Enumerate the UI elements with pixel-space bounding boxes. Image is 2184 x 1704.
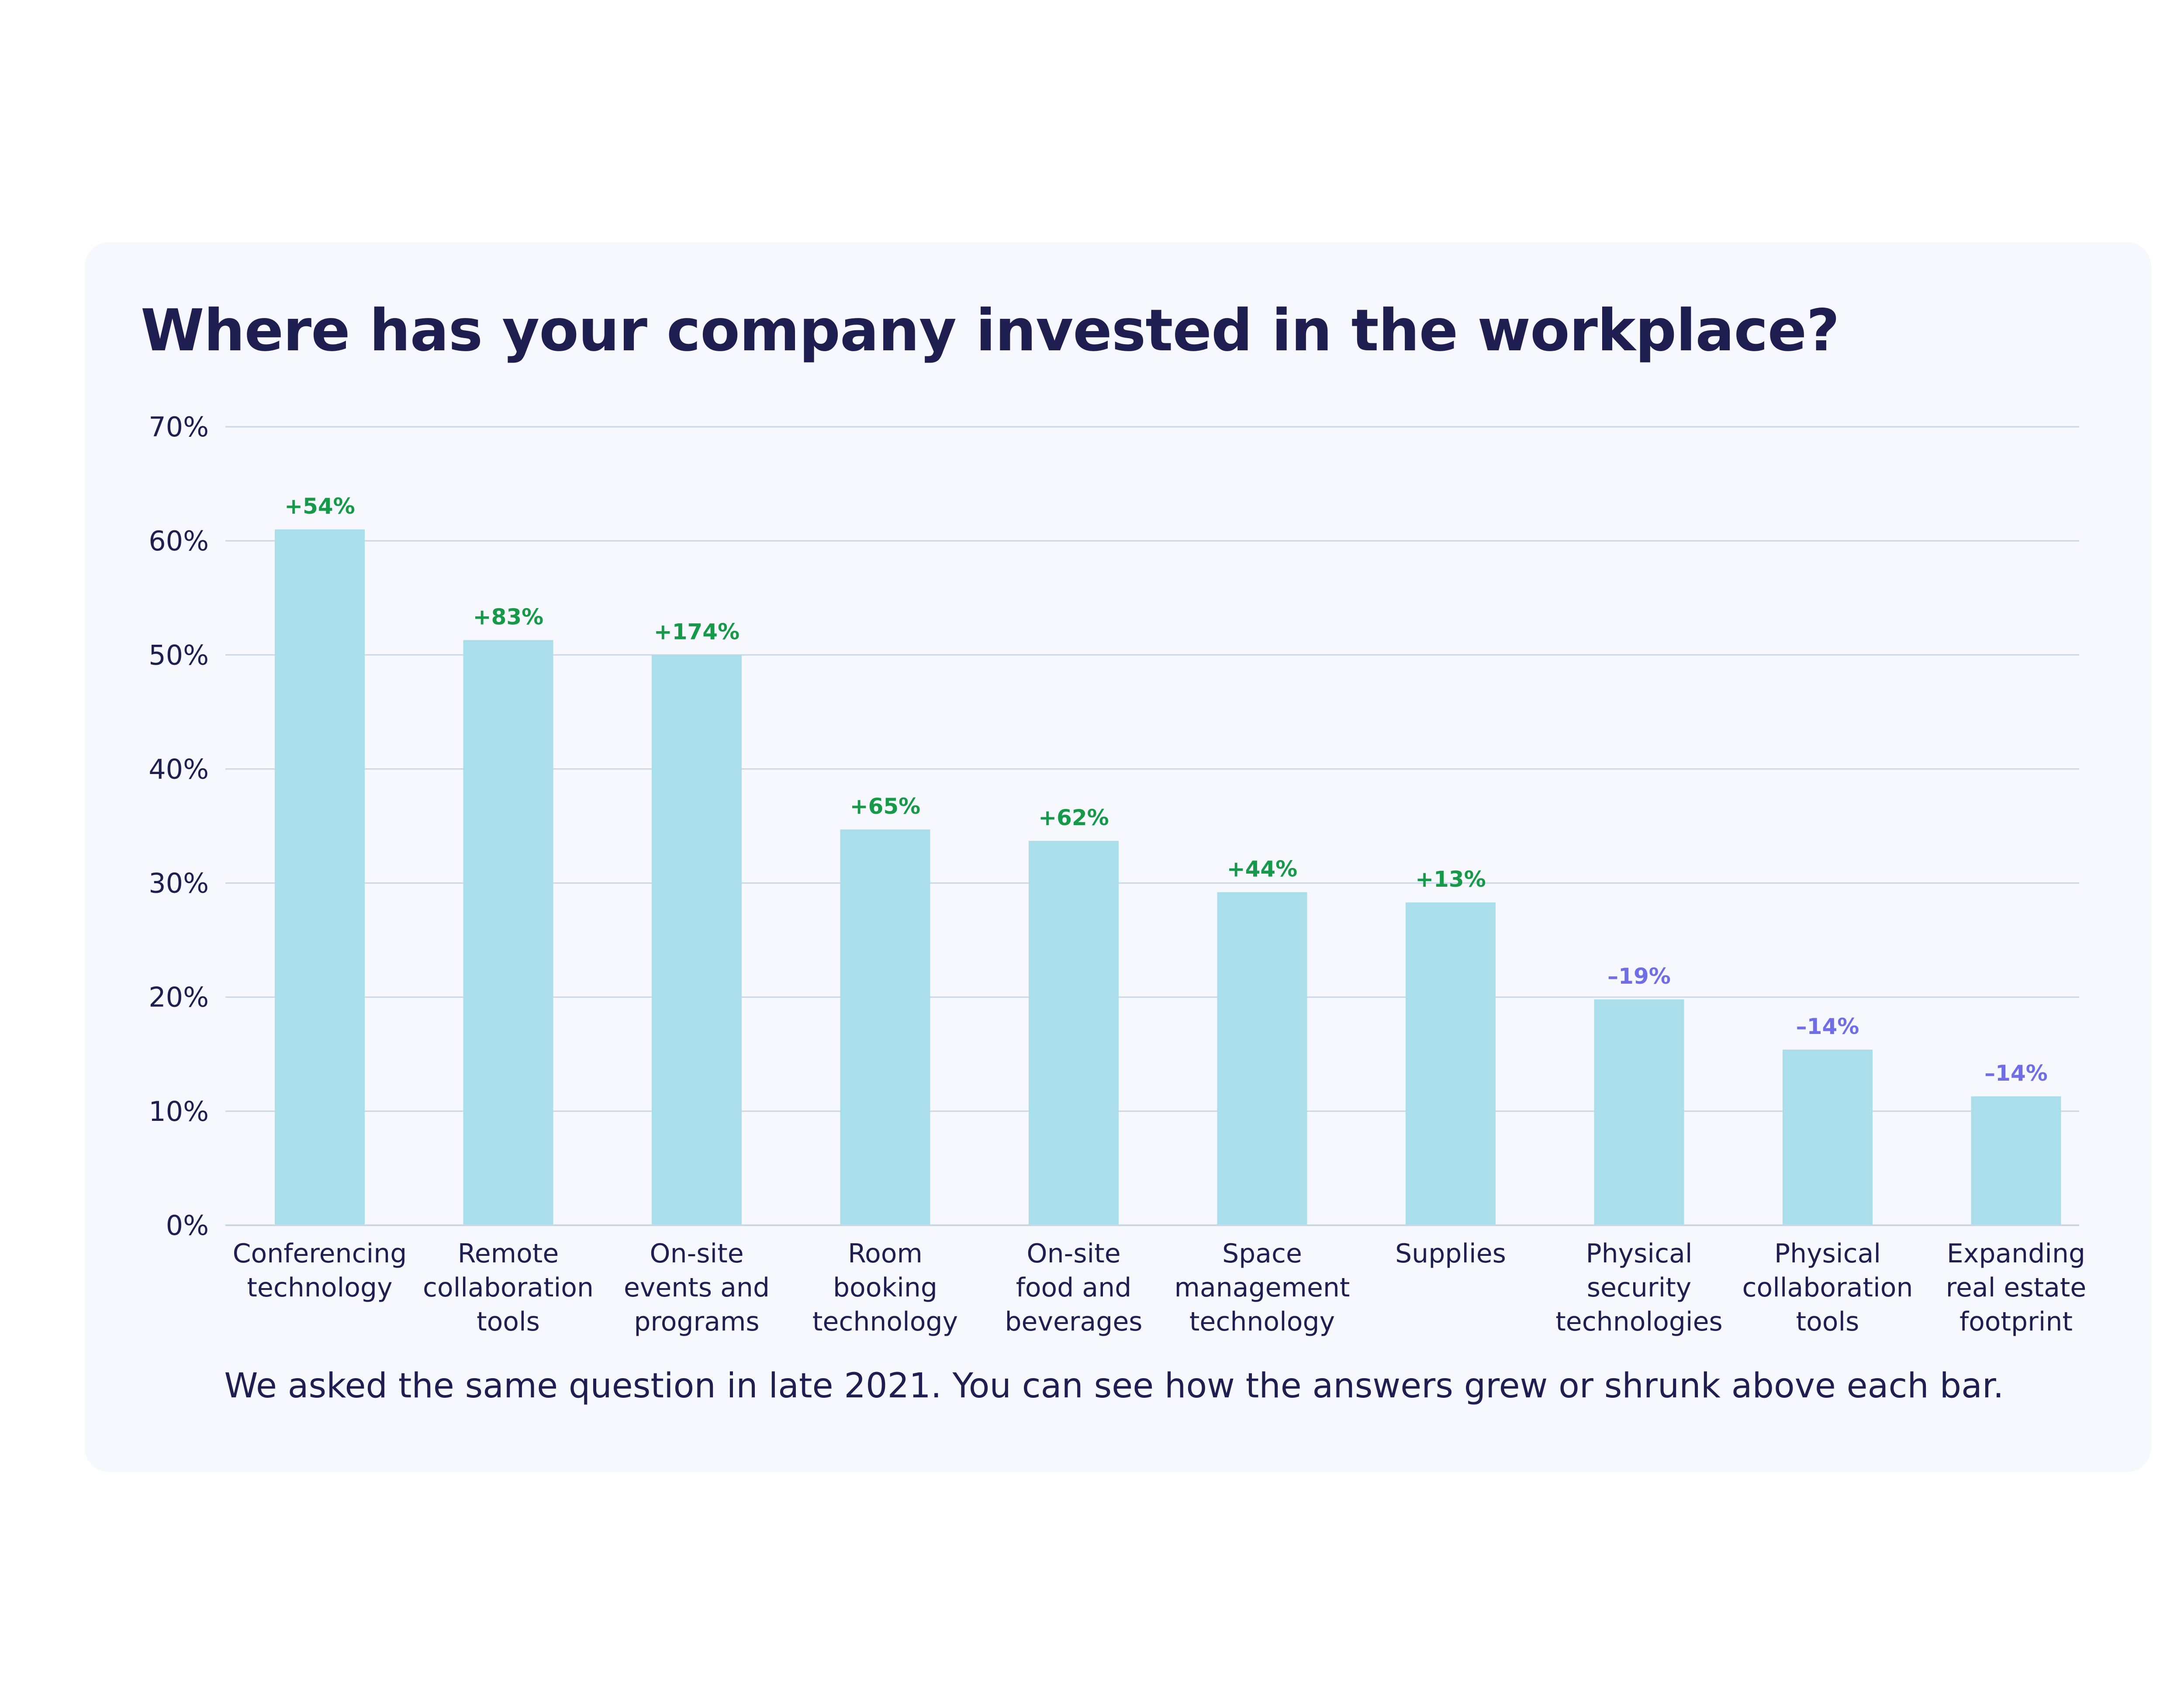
y-tick-label: 20%	[149, 982, 209, 1013]
x-category-label-line: tools	[477, 1307, 540, 1337]
bar-9	[1783, 1049, 1873, 1225]
y-tick-label: 30%	[149, 868, 209, 899]
change-label-1: +54%	[284, 494, 355, 519]
x-category-label-line: Physical	[1586, 1238, 1692, 1269]
y-tick-label: 70%	[149, 411, 209, 443]
x-category-label-line: Conferencing	[233, 1238, 407, 1269]
x-category-label-line: technologies	[1555, 1307, 1723, 1337]
x-category-label-line: technology	[812, 1307, 958, 1337]
x-category-label-line: food and	[1016, 1272, 1132, 1303]
change-label-4: +65%	[850, 794, 921, 819]
y-tick-label: 40%	[149, 753, 209, 785]
y-axis: 0% 10% 20% 30% 40% 50% 60% 70%	[149, 411, 209, 1241]
x-category-label-line: collaboration	[1742, 1272, 1913, 1303]
change-label-3: +174%	[654, 619, 740, 644]
x-category-label-1: Conferencing technology	[233, 1238, 407, 1303]
bar-1	[275, 529, 365, 1225]
y-tick-label: 0%	[166, 1210, 209, 1241]
x-category-label-line: Room	[848, 1238, 923, 1269]
x-category-label-2: Remote collaboration tools	[423, 1238, 594, 1337]
x-category-label-line: Expanding	[1947, 1238, 2085, 1269]
x-category-label-line: Remote	[458, 1238, 559, 1269]
x-category-label-3: On-site events and programs	[624, 1238, 770, 1337]
chart-title: Where has your company invested in the w…	[141, 297, 1840, 364]
x-category-label-line: real estate	[1946, 1272, 2087, 1303]
x-category-label-line: technology	[247, 1272, 392, 1303]
x-category-label-line: beverages	[1005, 1307, 1142, 1337]
x-category-label-line: tools	[1796, 1307, 1859, 1337]
change-label-2: +83%	[473, 604, 544, 629]
bar-6	[1217, 892, 1307, 1225]
x-category-label-5: On-site food and beverages	[1005, 1238, 1142, 1337]
bar-7	[1406, 902, 1496, 1225]
x-category-label-line: Supplies	[1395, 1238, 1506, 1269]
change-label-8: –19%	[1607, 964, 1671, 989]
x-category-label-line: management	[1175, 1272, 1350, 1303]
x-category-label-6: Space management technology	[1175, 1238, 1350, 1337]
x-category-label-line: footprint	[1959, 1307, 2073, 1337]
bar-8	[1594, 999, 1684, 1225]
x-category-label-line: security	[1587, 1272, 1692, 1303]
change-label-10: –14%	[1984, 1061, 2048, 1086]
x-category-label-8: Physical security technologies	[1555, 1238, 1723, 1337]
bar-3	[652, 655, 742, 1225]
x-category-label-line: Space	[1222, 1238, 1302, 1269]
x-category-label-line: technology	[1189, 1307, 1335, 1337]
bar-4	[840, 829, 930, 1225]
change-label-9: –14%	[1796, 1014, 1859, 1039]
change-label-6: +44%	[1227, 856, 1298, 881]
x-category-label-line: On-site	[650, 1238, 743, 1269]
y-tick-label: 10%	[149, 1096, 209, 1127]
x-category-label-line: booking	[833, 1272, 937, 1303]
y-tick-label: 50%	[149, 639, 209, 671]
bar-5	[1029, 840, 1119, 1225]
x-category-label-9: Physical collaboration tools	[1742, 1238, 1913, 1337]
x-category-label-line: Physical	[1774, 1238, 1881, 1269]
bar-10	[1971, 1096, 2061, 1225]
data-labels: +54% +83% +174% +65% +62% +44% +13% –19% –14% –14…	[284, 494, 2048, 1086]
x-category-label-line: On-site	[1026, 1238, 1120, 1269]
x-category-label-10: Expanding real estate footprint	[1946, 1238, 2087, 1337]
x-category-label-7: Supplies	[1395, 1238, 1506, 1269]
y-tick-label: 60%	[149, 525, 209, 557]
change-label-5: +62%	[1038, 805, 1109, 830]
x-category-label-line: collaboration	[423, 1272, 594, 1303]
bar-2	[463, 640, 553, 1225]
x-category-label-line: events and	[624, 1272, 770, 1303]
bars	[275, 529, 2061, 1225]
x-category-label-line: programs	[634, 1307, 759, 1337]
chart-caption: We asked the same question in late 2021.…	[224, 1366, 2004, 1406]
x-category-label-4: Room booking technology	[812, 1238, 958, 1337]
change-label-7: +13%	[1415, 867, 1486, 892]
